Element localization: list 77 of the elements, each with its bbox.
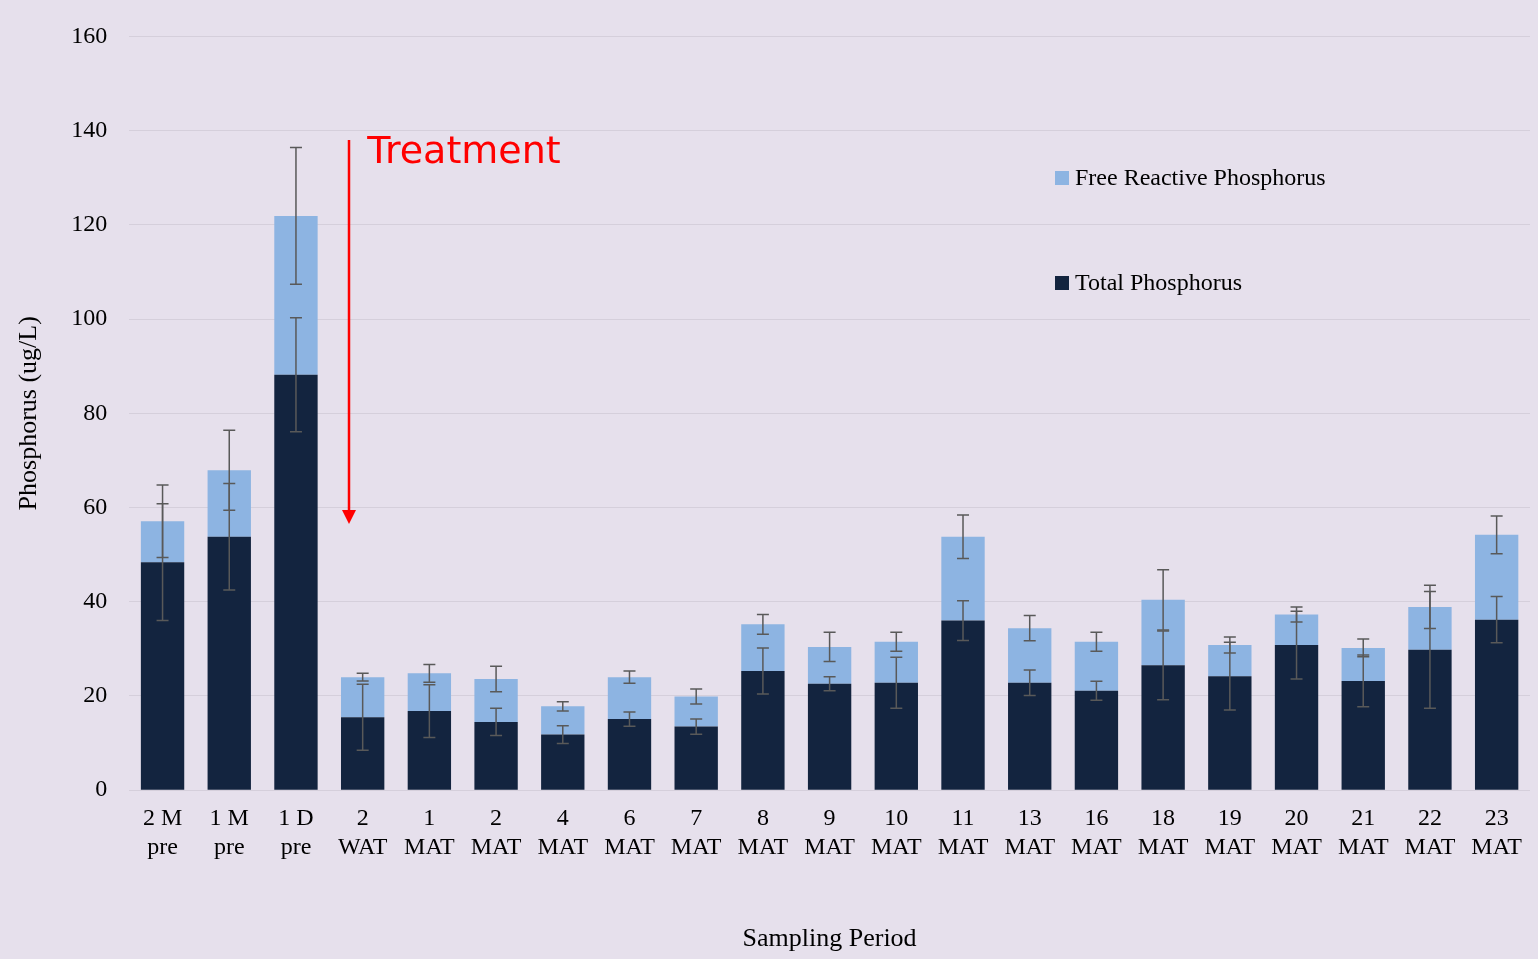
y-tick-label: 100 (71, 304, 108, 331)
x-tick-label: 10 MAT (870, 803, 922, 859)
x-tick-label: 7 MAT (670, 803, 722, 859)
x-tick-label: 2 MAT (470, 803, 522, 859)
bar (874, 682, 918, 790)
bar (1341, 680, 1385, 790)
bar (1008, 682, 1052, 790)
annotation: Treatment (367, 128, 561, 173)
x-tick-label: 13 MAT (1004, 803, 1056, 859)
bar (474, 721, 518, 790)
x-tick-label: 2 M pre (142, 803, 183, 859)
bar (674, 696, 718, 727)
bar (140, 562, 185, 790)
x-tick-label: 18 MAT (1137, 803, 1189, 859)
bar (541, 734, 585, 790)
bar (1208, 645, 1252, 677)
y-tick-label: 80 (83, 398, 108, 425)
bar (407, 673, 452, 712)
x-axis-title: Sampling Period (742, 923, 917, 953)
bar (340, 677, 385, 718)
x-tick-label: 8 MAT (737, 803, 789, 859)
bar (474, 679, 518, 722)
bar (741, 671, 785, 790)
bar (1274, 614, 1319, 646)
y-tick-label: 40 (83, 587, 108, 614)
bar (807, 646, 852, 684)
bar (1074, 690, 1119, 790)
x-tick-label: 23 MAT (1471, 803, 1523, 859)
bar (541, 706, 585, 735)
x-tick-label: 6 MAT (604, 803, 656, 859)
y-tick-label: 20 (83, 681, 108, 708)
x-tick-label: 22 MAT (1404, 803, 1456, 859)
bar (1008, 628, 1052, 683)
y-tick-label: 140 (71, 115, 108, 142)
bar (607, 677, 652, 720)
bar (941, 536, 985, 621)
x-tick-label: 11 MAT (937, 803, 989, 859)
bar (140, 521, 185, 563)
bar (1408, 606, 1452, 650)
y-tick-label: 60 (83, 492, 108, 519)
x-tick-label: 2 WAT (338, 803, 388, 859)
y-tick-label: 0 (95, 775, 108, 802)
bar (1074, 641, 1119, 691)
bar (807, 683, 852, 790)
y-axis-title: Phosphorus (ug/L) (13, 316, 43, 511)
bar (407, 711, 452, 790)
x-tick-label: 16 MAT (1071, 803, 1123, 859)
bar (1208, 676, 1252, 790)
bar (1408, 649, 1452, 790)
bar (741, 624, 785, 672)
y-tick-label: 160 (71, 21, 108, 48)
bar (274, 374, 318, 790)
bar (1274, 645, 1319, 790)
bar (674, 726, 718, 790)
bar (207, 470, 251, 537)
bar (874, 641, 918, 683)
x-tick-label: 1 D pre (278, 803, 314, 859)
bar (1474, 619, 1519, 790)
bar (1474, 534, 1519, 620)
x-tick-label: 1 MAT (404, 803, 456, 859)
legend-label: Free Reactive Phosphorus (1075, 164, 1326, 192)
bar (274, 215, 318, 375)
bar (607, 719, 652, 790)
bar (1141, 665, 1185, 790)
bar (1141, 599, 1185, 666)
x-tick-label: 20 MAT (1271, 803, 1323, 859)
y-tick-label: 120 (71, 210, 108, 237)
x-tick-label: 9 MAT (804, 803, 856, 859)
bar (941, 620, 985, 790)
bar (340, 717, 385, 790)
legend-label: Total Phosphorus (1075, 269, 1242, 297)
x-tick-label: 21 MAT (1337, 803, 1389, 859)
x-tick-label: 1 M pre (209, 803, 249, 859)
x-tick-label: 4 MAT (537, 803, 589, 859)
bar (1341, 647, 1385, 681)
x-tick-label: 19 MAT (1204, 803, 1256, 859)
bar (207, 536, 251, 790)
